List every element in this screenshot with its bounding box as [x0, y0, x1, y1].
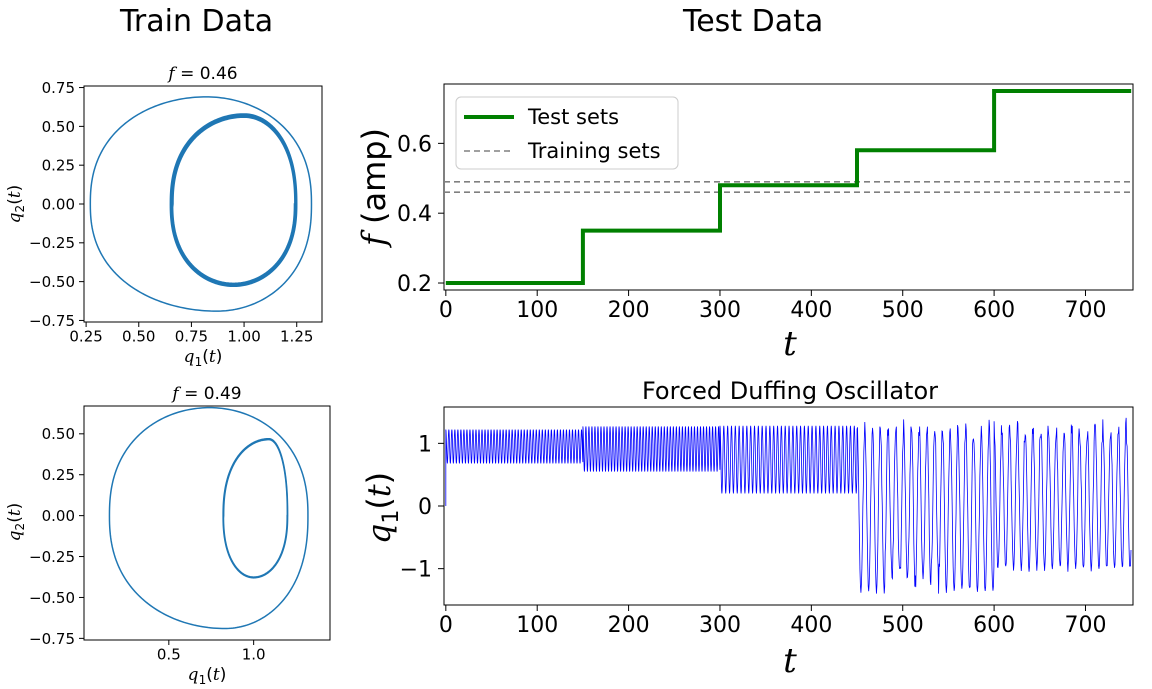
duffing-oscillator-plot: Forced Duffing Oscillator t q1(t) 0 100 20…: [360, 377, 1134, 681]
y-tick-label: −0.50: [29, 273, 75, 291]
y-tick-label: 0.6: [397, 132, 432, 157]
x-tick-label: 300: [699, 613, 741, 638]
phase-portrait-f046: f = 0.46 q1(t) q2(t) 0.25 0.50 0.75 1.00 1.2…: [5, 64, 323, 369]
legend-train-label: Training sets: [527, 139, 661, 163]
train-data-heading: Train Data: [120, 4, 274, 39]
y-tick-label: −0.50: [29, 589, 75, 607]
x-tick-label: 700: [1064, 613, 1106, 638]
x-tick-label: 300: [699, 298, 741, 323]
forcing-amplitude-plot: t f (amp) 0 100 200 300 400 500 600 700 0.2 0.4 0.…: [355, 83, 1134, 364]
y-axis-label: f (amp): [355, 128, 393, 248]
x-tick-label: 500: [882, 613, 924, 638]
y-tick-label: 0: [418, 495, 432, 520]
phase-portrait-f049: f = 0.49 q1(t) q2(t) 0.5 1.0 0.50 0.25 0.00 −…: [5, 384, 331, 687]
x-tick-label: 200: [608, 298, 650, 323]
x-tick-label: 0.50: [122, 327, 155, 345]
y-tick-label: 0.25: [42, 157, 75, 175]
plot-frame: [443, 83, 1134, 291]
y-tick-label: 0.25: [42, 466, 75, 484]
x-tick-label: 1.25: [280, 327, 313, 345]
plot-title: f = 0.49: [170, 384, 241, 404]
plot-title: Forced Duffing Oscillator: [642, 377, 938, 405]
x-tick-label: 0.75: [175, 327, 208, 345]
orbit-line: [108, 406, 309, 630]
x-axis-label: t: [783, 324, 797, 364]
x-tick-label: 0.25: [69, 327, 102, 345]
test-data-heading: Test Data: [683, 4, 824, 39]
y-tick-label: 0.75: [42, 79, 75, 97]
test-set-step-line: [445, 89, 1132, 285]
plot-frame: [83, 85, 323, 323]
y-tick-label: 0.50: [42, 425, 75, 443]
x-tick-label: 600: [973, 613, 1015, 638]
orbit-line: [171, 116, 296, 285]
y-axis-label: q2(t): [5, 503, 27, 542]
x-tick-label: 500: [882, 298, 924, 323]
x-axis-label: q1(t): [184, 347, 223, 369]
q1-time-series-line: [445, 417, 1132, 594]
x-tick-label: 0: [439, 298, 453, 323]
x-tick-label: 1.00: [227, 327, 260, 345]
legend: Test sets Training sets: [455, 96, 679, 170]
x-tick-label: 400: [790, 298, 832, 323]
orbit-line: [169, 113, 298, 288]
y-tick-label: 0.00: [42, 507, 75, 525]
y-axis-label: q2(t): [5, 185, 27, 224]
plot-frame: [83, 405, 331, 641]
x-tick-label: 100: [516, 298, 558, 323]
x-tick-label: 0.5: [157, 645, 181, 663]
orbit-line: [222, 438, 289, 578]
y-tick-label: −0.25: [29, 234, 75, 252]
plot-title: f = 0.46: [166, 64, 237, 84]
y-tick-label: 1: [418, 432, 432, 457]
y-tick-label: −0.75: [29, 312, 75, 330]
y-tick-label: −0.75: [29, 630, 75, 648]
y-tick-label: −1: [400, 558, 432, 583]
x-tick-label: 0: [439, 613, 453, 638]
x-tick-label: 700: [1064, 298, 1106, 323]
orbit-line: [171, 115, 297, 286]
x-tick-label: 600: [973, 298, 1015, 323]
orbit-line: [170, 114, 297, 287]
y-tick-label: −0.25: [29, 548, 75, 566]
orbit-line: [89, 96, 313, 312]
orbit-line: [222, 437, 289, 579]
y-tick-label: 0.00: [42, 195, 75, 213]
x-tick-label: 400: [790, 613, 832, 638]
legend-test-label: Test sets: [527, 105, 619, 129]
x-axis-label: q1(t): [188, 665, 227, 687]
x-axis-label: t: [783, 641, 797, 681]
y-axis-label: q1(t): [360, 472, 404, 544]
x-tick-label: 200: [608, 613, 650, 638]
y-tick-label: 0.4: [397, 202, 432, 227]
x-tick-label: 100: [516, 613, 558, 638]
y-tick-label: 0.2: [397, 272, 432, 297]
y-tick-label: 0.50: [42, 118, 75, 136]
x-tick-label: 1.0: [242, 645, 266, 663]
